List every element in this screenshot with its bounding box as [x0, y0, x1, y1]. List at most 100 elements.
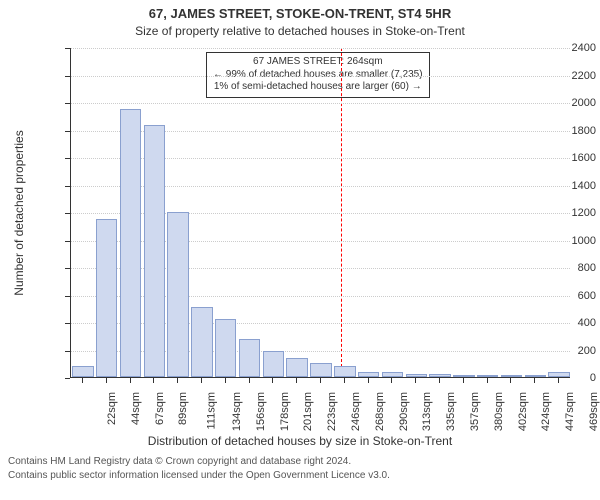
x-tick-mark [487, 378, 488, 383]
y-axis-title: Number of detached properties [12, 113, 26, 313]
x-tick-mark [558, 378, 559, 383]
y-tick-mark [65, 103, 70, 104]
histogram-bar [167, 212, 188, 377]
histogram-bar [144, 125, 165, 377]
x-tick-label: 67sqm [154, 392, 166, 425]
x-tick-label: 469sqm [588, 392, 600, 431]
x-tick-mark [296, 378, 297, 383]
x-tick-label: 178sqm [279, 392, 291, 431]
main-title: 67, JAMES STREET, STOKE-ON-TRENT, ST4 5H… [0, 6, 600, 21]
x-tick-mark [510, 378, 511, 383]
x-tick-label: 335sqm [445, 392, 457, 431]
histogram-bar [358, 372, 379, 378]
y-tick-mark [65, 241, 70, 242]
y-tick-label: 1600 [536, 152, 596, 164]
histogram-bar [501, 375, 522, 377]
x-tick-mark [415, 378, 416, 383]
x-tick-mark [391, 378, 392, 383]
x-tick-label: 156sqm [255, 392, 267, 431]
x-tick-mark [106, 378, 107, 383]
annotation-line-3: 1% of semi-detached houses are larger (6… [213, 81, 423, 94]
y-tick-mark [65, 351, 70, 352]
y-tick-label: 1400 [536, 180, 596, 192]
y-tick-label: 1800 [536, 125, 596, 137]
gridline [71, 48, 570, 49]
y-tick-label: 2000 [536, 97, 596, 109]
y-tick-mark [65, 76, 70, 77]
histogram-bar [215, 319, 236, 377]
gridline [71, 76, 570, 77]
y-tick-label: 400 [536, 317, 596, 329]
histogram-bar [406, 374, 427, 377]
gridline [71, 103, 570, 104]
y-tick-mark [65, 158, 70, 159]
annotation-line-1: 67 JAMES STREET: 264sqm [213, 56, 423, 69]
y-tick-label: 0 [536, 372, 596, 384]
x-tick-mark [344, 378, 345, 383]
x-tick-label: 424sqm [541, 392, 553, 431]
x-tick-label: 313sqm [422, 392, 434, 431]
x-tick-label: 201sqm [303, 392, 315, 431]
x-tick-mark [272, 378, 273, 383]
histogram-bar [453, 375, 474, 377]
histogram-bar [382, 372, 403, 377]
y-tick-mark [65, 296, 70, 297]
histogram-bar [334, 366, 355, 377]
y-tick-label: 800 [536, 262, 596, 274]
x-tick-mark [368, 378, 369, 383]
y-tick-label: 200 [536, 345, 596, 357]
x-tick-label: 89sqm [177, 392, 189, 425]
y-tick-label: 600 [536, 290, 596, 302]
page-root: 67, JAMES STREET, STOKE-ON-TRENT, ST4 5H… [0, 0, 600, 500]
y-tick-label: 1000 [536, 235, 596, 247]
histogram-bar [72, 366, 93, 377]
y-tick-mark [65, 323, 70, 324]
x-tick-label: 22sqm [106, 392, 118, 425]
x-tick-mark [82, 378, 83, 383]
x-tick-label: 290sqm [398, 392, 410, 431]
y-tick-mark [65, 378, 70, 379]
x-tick-label: 380sqm [493, 392, 505, 431]
x-axis-title: Distribution of detached houses by size … [0, 434, 600, 448]
histogram-bar [239, 339, 260, 378]
x-tick-mark [130, 378, 131, 383]
x-tick-label: 44sqm [130, 392, 142, 425]
x-tick-label: 134sqm [231, 392, 243, 431]
x-tick-mark [225, 378, 226, 383]
footer-line-2: Contains public sector information licen… [8, 470, 390, 481]
x-tick-mark [439, 378, 440, 383]
histogram-bar [429, 374, 450, 377]
x-tick-label: 223sqm [326, 392, 338, 431]
x-tick-label: 246sqm [350, 392, 362, 431]
y-tick-label: 2400 [536, 42, 596, 54]
y-tick-mark [65, 186, 70, 187]
x-tick-label: 402sqm [517, 392, 529, 431]
x-tick-label: 447sqm [564, 392, 576, 431]
footer-line-1: Contains HM Land Registry data © Crown c… [8, 456, 351, 467]
x-tick-mark [463, 378, 464, 383]
y-tick-mark [65, 131, 70, 132]
y-tick-label: 1200 [536, 207, 596, 219]
histogram-bar [120, 109, 141, 377]
x-tick-mark [153, 378, 154, 383]
x-tick-mark [201, 378, 202, 383]
x-tick-mark [320, 378, 321, 383]
histogram-bar [477, 375, 498, 377]
histogram-bar [191, 307, 212, 377]
x-tick-label: 268sqm [374, 392, 386, 431]
histogram-bar [263, 351, 284, 377]
plot-area: 67 JAMES STREET: 264sqm ← 99% of detache… [70, 48, 570, 378]
histogram-bar [96, 219, 117, 377]
x-tick-label: 111sqm [206, 392, 218, 430]
x-tick-label: 357sqm [469, 392, 481, 431]
y-tick-mark [65, 213, 70, 214]
y-tick-label: 2200 [536, 70, 596, 82]
x-tick-mark [534, 378, 535, 383]
histogram-bar [310, 363, 331, 377]
x-tick-mark [177, 378, 178, 383]
y-tick-mark [65, 48, 70, 49]
histogram-bar [286, 358, 307, 377]
y-tick-mark [65, 268, 70, 269]
x-tick-mark [249, 378, 250, 383]
sub-title: Size of property relative to detached ho… [0, 24, 600, 38]
